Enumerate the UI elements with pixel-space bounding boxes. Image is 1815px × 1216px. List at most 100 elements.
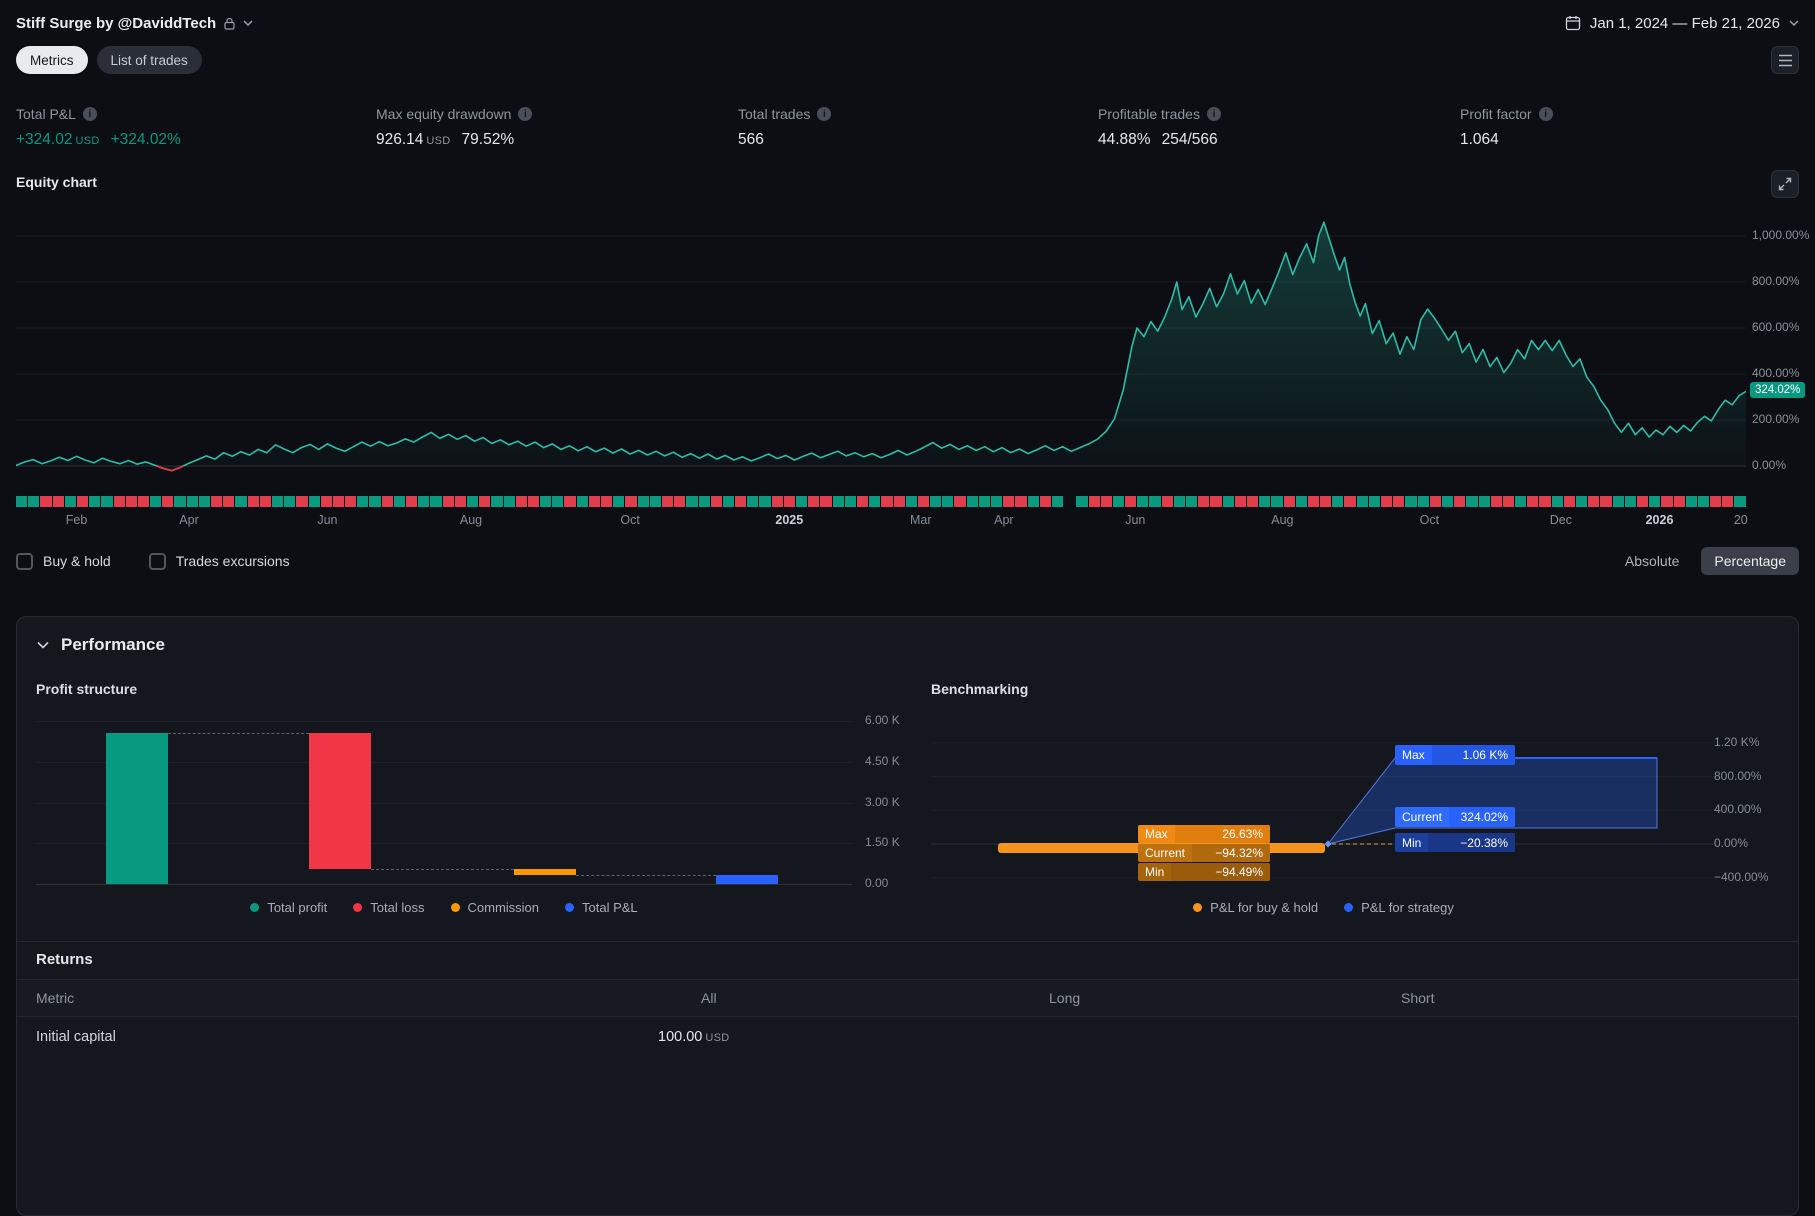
trade-strip-segment	[1332, 496, 1343, 507]
trade-strip-segment	[894, 496, 905, 507]
buy-hold-checkbox[interactable]: Buy & hold	[16, 553, 111, 570]
trade-strip-segment	[174, 496, 185, 507]
trades-excursions-checkbox[interactable]: Trades excursions	[149, 553, 290, 570]
info-icon[interactable]: i	[1207, 107, 1221, 121]
legend-item: P&L for strategy	[1344, 900, 1454, 915]
returns-col-all: All	[701, 990, 717, 1006]
trade-strip-segment	[1503, 496, 1514, 507]
y-axis-tick: 600.00%	[1752, 320, 1799, 334]
trade-strip-segment	[1003, 496, 1014, 507]
performance-section-header[interactable]: Performance	[37, 635, 165, 655]
trade-strip-segment	[138, 496, 149, 507]
returns-col-short: Short	[1401, 990, 1434, 1006]
y-axis-tick: 1.20 K%	[1714, 735, 1759, 749]
trade-strip-segment	[516, 496, 527, 507]
calendar-icon	[1565, 15, 1581, 31]
trade-strip-segment	[1710, 496, 1721, 507]
strategy-tooltip-min: Min−20.38%	[1395, 833, 1515, 852]
trade-strip-segment	[577, 496, 588, 507]
returns-col-metric: Metric	[36, 990, 74, 1006]
trade-strip-segment	[1101, 496, 1112, 507]
profit-bar-commission	[514, 869, 576, 875]
trade-strip-segment	[1734, 496, 1745, 507]
stat-label-text: Profitable trades	[1098, 106, 1200, 122]
info-icon[interactable]: i	[83, 107, 97, 121]
legend-dot	[250, 903, 259, 912]
trade-strip-segment	[150, 496, 161, 507]
chart-controls: Buy & hold Trades excursions Absolute Pe…	[16, 547, 1799, 575]
benchmarking-title: Benchmarking	[931, 681, 1028, 697]
trade-strip-segment	[942, 496, 953, 507]
trade-strip-segment	[662, 496, 673, 507]
y-axis-tick: 3.00 K	[865, 795, 900, 809]
benchmarking-legend: P&L for buy & holdP&L for strategy	[931, 900, 1716, 915]
trade-strip-segment	[1539, 496, 1550, 507]
trade-strip-segment	[1357, 496, 1368, 507]
y-axis-tick: 800.00%	[1714, 769, 1761, 783]
trade-strip-segment	[1137, 496, 1148, 507]
tab-metrics[interactable]: Metrics	[16, 46, 88, 74]
y-axis-tick: 200.00%	[1752, 412, 1799, 426]
trade-strip-segment	[723, 496, 734, 507]
trade-strip-segment	[1174, 496, 1185, 507]
trade-strip-segment	[1149, 496, 1160, 507]
stat-value: +324.02USD+324.02%	[16, 131, 181, 149]
returns-value: 100.00	[658, 1029, 702, 1045]
trade-results-strip	[16, 496, 1746, 507]
legend-label: Total loss	[370, 900, 424, 915]
returns-row-metric: Initial capital	[36, 1029, 116, 1045]
trade-strip-segment	[369, 496, 380, 507]
tooltip-value: 1.06 K%	[1432, 745, 1515, 765]
trade-strip-segment	[784, 496, 795, 507]
tab-list-of-trades[interactable]: List of trades	[97, 46, 202, 74]
tooltip-label: Current	[1138, 844, 1192, 862]
strategy-title-menu[interactable]: Stiff Surge by @DaviddTech	[16, 15, 253, 32]
trade-strip-segment	[1247, 496, 1258, 507]
tooltip-value: 26.63%	[1175, 825, 1270, 843]
trade-strip-segment	[1040, 496, 1051, 507]
info-icon[interactable]: i	[817, 107, 831, 121]
trade-strip-segment	[625, 496, 636, 507]
x-axis-tick: Aug	[1271, 513, 1293, 527]
stat-max-equity-drawdown: Max equity drawdowni926.14USD79.52%	[376, 106, 532, 149]
equity-chart-area[interactable]	[16, 205, 1746, 490]
info-icon[interactable]: i	[518, 107, 532, 121]
trade-strip-segment	[1466, 496, 1477, 507]
buy-hold-tooltip-min: Min−94.49%	[1138, 863, 1270, 881]
strategy-tooltip-max: Max1.06 K%	[1395, 745, 1515, 765]
percentage-toggle[interactable]: Percentage	[1701, 547, 1799, 575]
trade-strip-segment	[1588, 496, 1599, 507]
equity-y-axis: 1,000.00%800.00%600.00%400.00%200.00%0.0…	[1752, 0, 1814, 520]
trade-strip-segment	[1515, 496, 1526, 507]
table-row[interactable]: Initial capital100.00USD	[17, 1017, 1798, 1065]
profit-structure-legend: Total profitTotal lossCommissionTotal P&…	[36, 900, 852, 915]
absolute-toggle[interactable]: Absolute	[1625, 553, 1679, 569]
trade-strip-segment	[1527, 496, 1538, 507]
buy-hold-tooltip-current: Current−94.32%	[1138, 844, 1270, 862]
trade-strip-segment	[418, 496, 429, 507]
benchmarking-chart-area[interactable]: Max26.63%Current−94.32%Min−94.49% Max1.06…	[931, 731, 1716, 891]
legend-dot	[1344, 903, 1353, 912]
stat-profit-factor: Profit factori1.064	[1460, 106, 1553, 149]
trade-strip-segment	[187, 496, 198, 507]
benchmarking-y-axis: 1.20 K%800.00%400.00%0.00%−400.00%	[1714, 617, 1794, 917]
trade-strip-segment	[284, 496, 295, 507]
stat-label: Max equity drawdowni	[376, 106, 532, 122]
y-axis-tick: 0.00%	[1752, 458, 1786, 472]
x-axis-tick: Apr	[994, 513, 1013, 527]
trade-strip-segment	[1162, 496, 1173, 507]
legend-label: Total profit	[267, 900, 327, 915]
y-axis-tick: 0.00%	[1714, 836, 1748, 850]
trade-strip-segment	[1076, 496, 1087, 507]
stat-value-unit: USD	[426, 135, 450, 147]
view-tabs: Metrics List of trades	[16, 46, 202, 74]
trade-strip-segment	[321, 496, 332, 507]
x-axis-tick: Feb	[66, 513, 88, 527]
profit-structure-chart[interactable]	[36, 713, 852, 889]
info-icon[interactable]: i	[1539, 107, 1553, 121]
trade-strip-segment	[1113, 496, 1124, 507]
trade-strip-segment	[1430, 496, 1441, 507]
tooltip-label: Max	[1138, 825, 1175, 843]
trade-strip-segment	[272, 496, 283, 507]
trade-strip-segment	[1052, 496, 1063, 507]
